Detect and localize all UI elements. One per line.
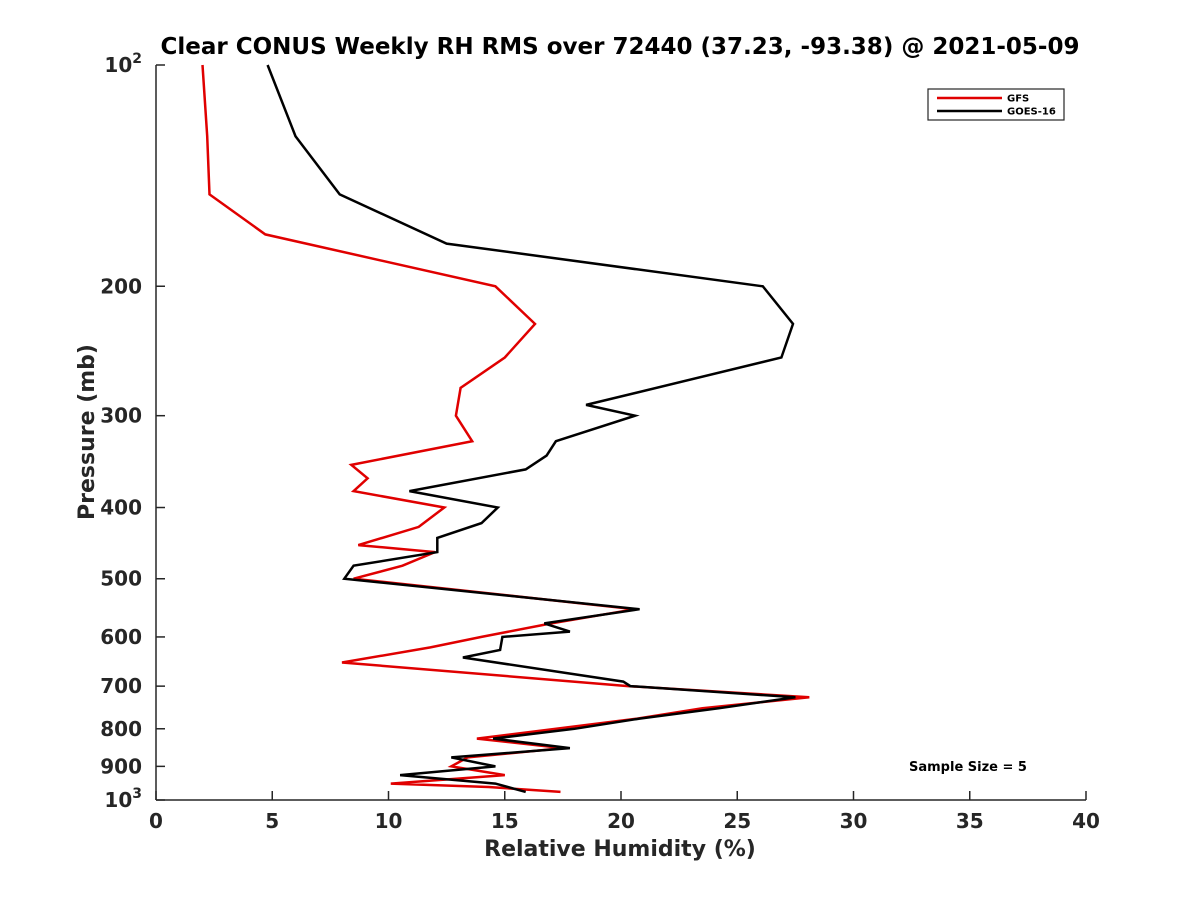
series-lines <box>201 64 810 794</box>
y-tick-label: 700 <box>100 674 142 698</box>
y-tick-label: 900 <box>100 754 142 778</box>
x-tick-label: 0 <box>149 809 163 833</box>
x-tick-label: 30 <box>840 809 868 833</box>
x-tick-label: 35 <box>956 809 984 833</box>
x-axis-label: Relative Humidity (%) <box>484 837 756 862</box>
x-tick-label: 5 <box>265 809 279 833</box>
y-tick-label: 103 <box>104 786 142 812</box>
y-tick-label: 300 <box>100 404 142 428</box>
y-tick-label: 500 <box>100 567 142 591</box>
y-tick-label: 800 <box>100 717 142 741</box>
y-axis-label: Pressure (mb) <box>75 344 100 520</box>
x-tick-label: 15 <box>491 809 519 833</box>
legend-label: GOES-16 <box>1007 107 1056 118</box>
sample-size-annotation: Sample Size = 5 <box>909 760 1027 775</box>
x-tick-label: 20 <box>607 809 635 833</box>
axes: 0 5 10 15 20 25 30 35 40 102 200 300 400 500 600 700 800… <box>100 51 1100 833</box>
x-tick-label: 40 <box>1072 809 1100 833</box>
y-tick-label: 600 <box>100 625 142 649</box>
chart-title: Clear CONUS Weekly RH RMS over 72440 (37… <box>161 34 1080 60</box>
x-tick-label: 10 <box>375 809 403 833</box>
y-tick-label: 400 <box>100 496 142 520</box>
legend: GFS GOES-16 <box>927 88 1065 121</box>
series-line-goes-16 <box>266 64 796 794</box>
x-tick-label: 25 <box>723 809 751 833</box>
y-tick-label: 102 <box>104 51 142 77</box>
y-tick-label: 200 <box>100 274 142 298</box>
legend-label: GFS <box>1007 94 1029 105</box>
legend-box <box>927 88 1065 121</box>
